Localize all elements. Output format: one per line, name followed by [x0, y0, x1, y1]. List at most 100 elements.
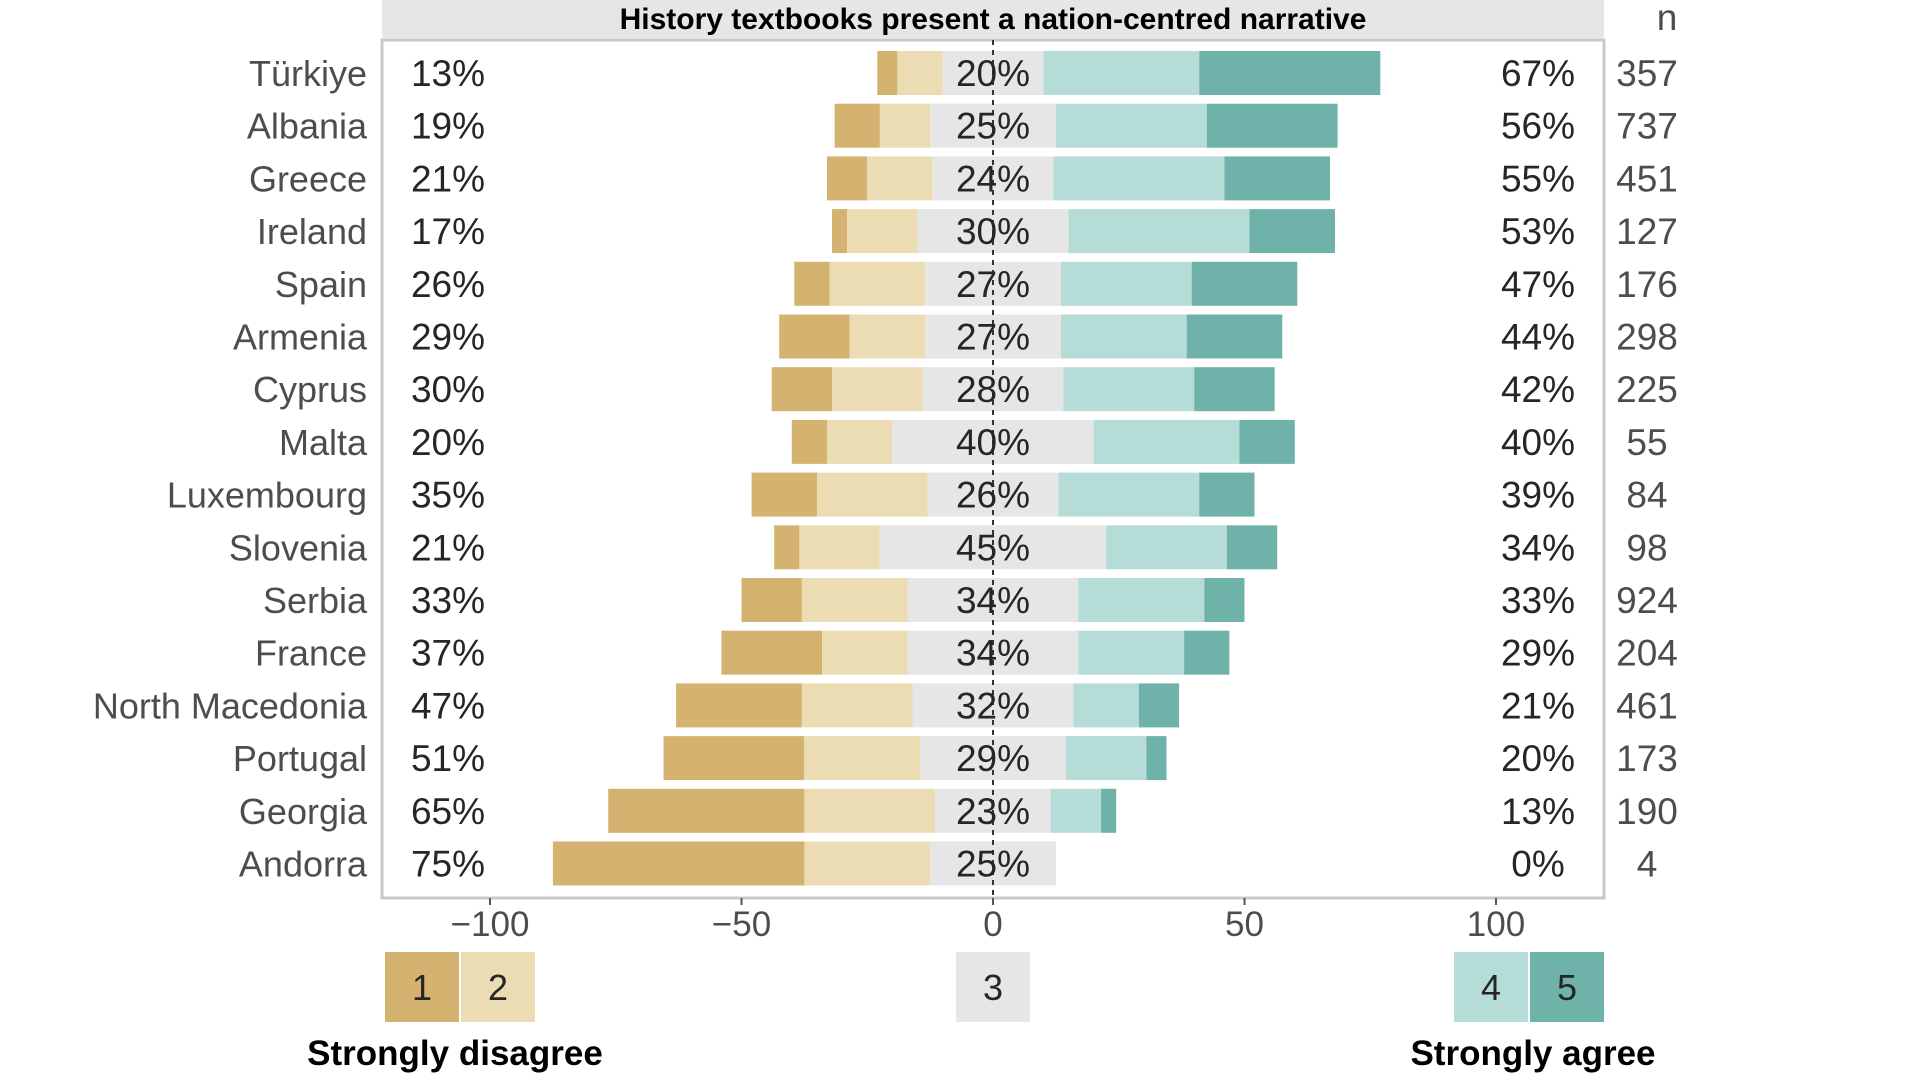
x-axis: −100 −50 0 50 100 [451, 898, 1525, 944]
disagree-pct-greece: 21% [411, 158, 485, 199]
neutral-pct-cyprus: 28% [956, 369, 1030, 410]
neutral-pct-andorra: 25% [956, 844, 1030, 885]
bar-albania-level-1 [834, 103, 880, 148]
legend-label-4: 4 [1481, 967, 1501, 1008]
disagree-pct-serbia: 33% [411, 580, 485, 621]
n-value-spain: 176 [1616, 264, 1678, 305]
agree-pct-spain: 47% [1501, 264, 1575, 305]
n-value-greece: 451 [1616, 158, 1678, 199]
legend-swatch-3 [956, 952, 1030, 1022]
bar-spain-level-4 [1060, 261, 1192, 306]
disagree-pct-north-macedonia: 47% [411, 685, 485, 726]
bar-greece-level-2 [867, 156, 933, 201]
bar-serbia-level-2 [801, 578, 908, 622]
row-label-georgia: Georgia [239, 791, 368, 832]
disagree-pct-malta: 20% [411, 422, 485, 463]
disagree-pct-cyprus: 30% [411, 369, 485, 410]
neutral-pct-malta: 40% [956, 422, 1030, 463]
disagree-pct-france: 37% [411, 633, 485, 674]
chart-title: History textbooks present a nation-centr… [620, 3, 1367, 36]
n-value-luxembourg: 84 [1626, 475, 1667, 516]
bar-serbia-level-1 [741, 578, 802, 622]
bar-malta-level-1 [791, 419, 827, 464]
bar-spain-level-5 [1191, 261, 1298, 306]
bar-cyprus-level-1 [771, 367, 833, 412]
row-label-greece: Greece [249, 158, 367, 199]
row-label-andorra: Andorra [239, 844, 368, 885]
row-label-ireland: Ireland [257, 211, 367, 252]
bar-turkiye-level-4 [1043, 51, 1200, 95]
x-tick-label-1: −50 [712, 905, 771, 944]
legend-swatch-5 [1530, 952, 1604, 1022]
bar-cyprus-level-5 [1194, 367, 1275, 412]
neutral-pct-ireland: 30% [956, 211, 1030, 252]
bar-georgia-level-1 [608, 788, 805, 833]
disagree-pct-armenia: 29% [411, 317, 485, 358]
neutral-pct-north-macedonia: 32% [956, 685, 1030, 726]
row-label-france: France [255, 633, 367, 674]
bar-cyprus-level-4 [1063, 367, 1195, 412]
neutral-pct-albania: 25% [956, 106, 1030, 147]
disagree-pct-albania: 19% [411, 106, 485, 147]
row-label-spain: Spain [275, 264, 367, 305]
legend-label-5: 5 [1557, 967, 1577, 1008]
neutral-pct-portugal: 29% [956, 738, 1030, 779]
agree-pct-ireland: 53% [1501, 211, 1575, 252]
legend-swatch-2 [461, 952, 535, 1022]
legend-label-1: 1 [412, 967, 432, 1008]
disagree-pct-georgia: 65% [411, 791, 485, 832]
bar-slovenia-level-2 [799, 525, 880, 570]
neutral-pct-greece: 24% [956, 158, 1030, 199]
bar-north-macedonia-level-5 [1138, 683, 1180, 728]
row-label-portugal: Portugal [233, 738, 367, 779]
agree-pct-greece: 55% [1501, 158, 1575, 199]
bar-greece-level-1 [827, 156, 868, 201]
row-label-turkiye: Türkiye [249, 53, 367, 94]
bar-serbia-level-4 [1078, 578, 1205, 622]
bar-turkiye-level-5 [1199, 51, 1381, 95]
bar-georgia-level-5 [1101, 788, 1117, 833]
bar-portugal-level-4 [1065, 736, 1147, 781]
row-label-north-macedonia: North Macedonia [93, 685, 368, 726]
bar-portugal-level-5 [1146, 736, 1167, 781]
legend-swatch-4 [1454, 952, 1528, 1022]
agree-pct-luxembourg: 39% [1501, 475, 1575, 516]
bar-france-level-5 [1184, 630, 1230, 675]
disagree-pct-ireland: 17% [411, 211, 485, 252]
bar-greece-level-5 [1224, 156, 1330, 201]
bar-ireland-level-1 [832, 209, 848, 254]
legend-label-2: 2 [488, 967, 508, 1008]
bar-luxembourg-level-4 [1058, 472, 1200, 517]
bar-ireland-level-2 [847, 209, 918, 254]
legend: 1 2 3 4 5 Strongly disagree Strongly agr… [307, 952, 1656, 1073]
n-value-malta: 55 [1626, 422, 1667, 463]
bar-greece-level-4 [1053, 156, 1225, 201]
n-value-portugal: 173 [1616, 738, 1678, 779]
n-value-albania: 737 [1616, 106, 1678, 147]
bar-albania-level-4 [1055, 103, 1207, 148]
neutral-pct-france: 34% [956, 633, 1030, 674]
n-value-turkiye: 357 [1616, 53, 1678, 94]
n-value-georgia: 190 [1616, 791, 1678, 832]
n-value-serbia: 924 [1616, 580, 1678, 621]
bar-ireland-level-5 [1249, 209, 1335, 254]
bar-turkiye-level-1 [877, 51, 898, 95]
x-tick-label-3: 50 [1225, 905, 1264, 944]
neutral-pct-serbia: 34% [956, 580, 1030, 621]
bar-armenia-level-5 [1186, 314, 1283, 359]
bar-portugal-level-1 [663, 736, 805, 781]
x-tick-label-0: −100 [451, 905, 530, 944]
agree-pct-slovenia: 34% [1501, 527, 1575, 568]
row-label-armenia: Armenia [233, 317, 368, 358]
neutral-pct-georgia: 23% [956, 791, 1030, 832]
bar-luxembourg-level-1 [751, 472, 817, 517]
neutral-pct-luxembourg: 26% [956, 475, 1030, 516]
bar-armenia-level-4 [1060, 314, 1187, 359]
row-label-cyprus: Cyprus [253, 369, 367, 410]
bar-north-macedonia-level-4 [1073, 683, 1139, 728]
bar-slovenia-level-5 [1226, 525, 1278, 570]
agree-pct-north-macedonia: 21% [1501, 685, 1575, 726]
bars-layer [552, 51, 1381, 886]
disagree-pct-luxembourg: 35% [411, 475, 485, 516]
